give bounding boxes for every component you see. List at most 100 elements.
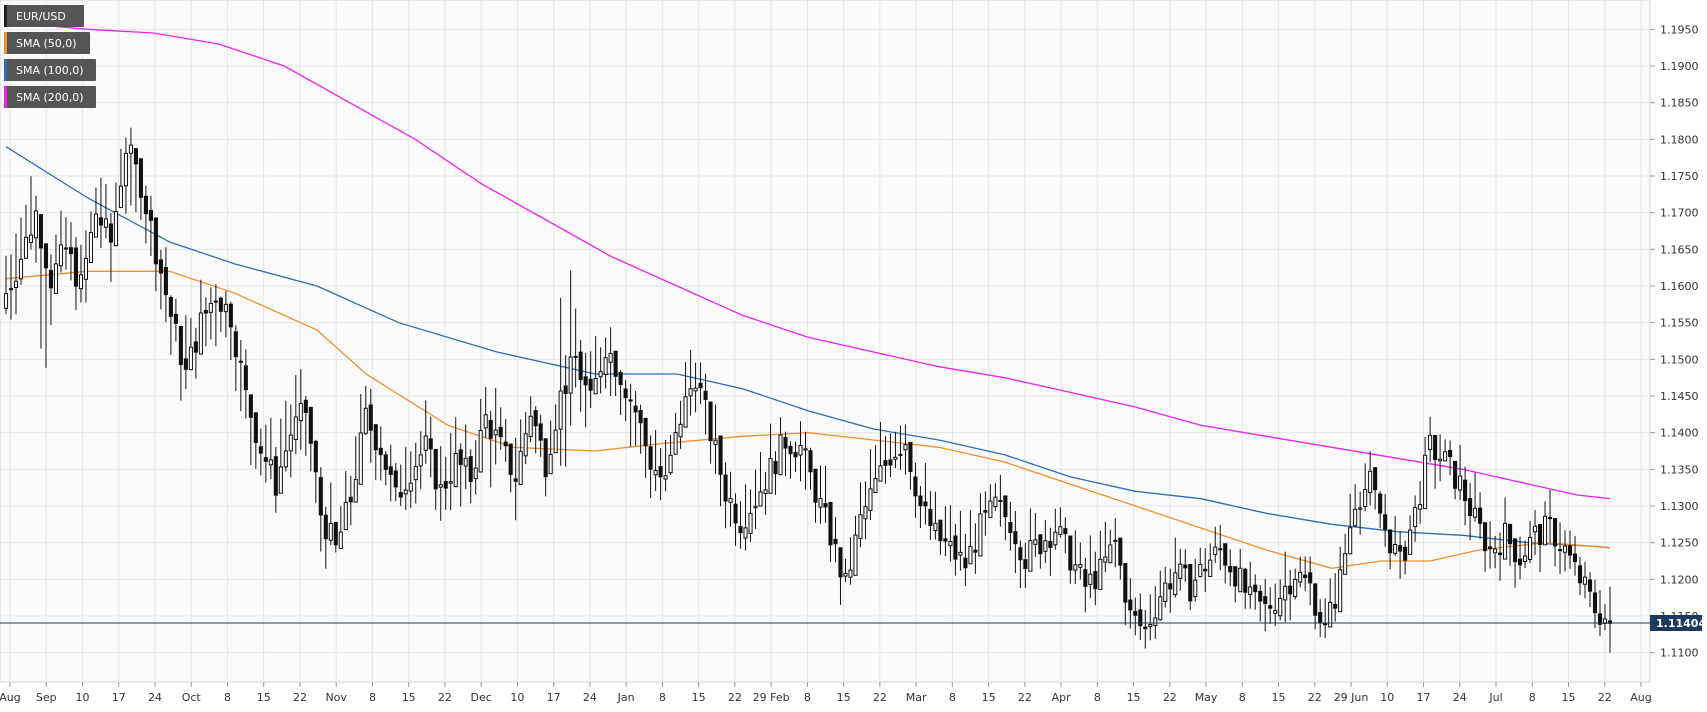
candle (1293, 568, 1298, 600)
candle (1268, 587, 1273, 624)
candle (1453, 460, 1458, 500)
candle (1438, 434, 1443, 482)
candle (903, 424, 908, 475)
candle (858, 482, 863, 548)
candle (483, 387, 488, 438)
candle (723, 462, 728, 529)
candle (148, 195, 153, 257)
candle (1562, 530, 1568, 572)
candle (943, 506, 948, 557)
candle (703, 373, 708, 435)
grid-lines (0, 0, 1650, 682)
x-tick-label: 8 (224, 691, 231, 704)
candle (618, 370, 623, 416)
legend-label: SMA (50,0) (16, 37, 77, 50)
candle (1378, 491, 1383, 529)
candle (1413, 495, 1418, 542)
candle (1043, 520, 1048, 563)
legend-item-eurusd[interactable]: EUR/USD (4, 5, 84, 27)
candle (363, 386, 368, 435)
candle (828, 501, 833, 562)
candle (428, 416, 433, 478)
candle (513, 437, 518, 521)
legend-label: EUR/USD (16, 10, 66, 23)
candle (128, 127, 133, 206)
candle (1143, 610, 1148, 649)
legend-item-sma200[interactable]: SMA (200,0) (4, 86, 96, 108)
candle (713, 404, 718, 475)
candle (1283, 551, 1288, 623)
candle (1063, 517, 1068, 554)
candle (938, 519, 943, 555)
candle (503, 419, 508, 462)
candle (738, 501, 743, 549)
candle (1083, 557, 1088, 613)
candle (23, 204, 29, 259)
candle (408, 451, 413, 509)
legend-item-sma50[interactable]: SMA (50,0) (4, 32, 90, 54)
candle (203, 297, 208, 347)
candle (1258, 585, 1263, 622)
candle (748, 489, 753, 542)
candle (848, 537, 853, 585)
candle (223, 291, 228, 338)
candle (913, 462, 918, 518)
candle (883, 436, 888, 484)
y-tick-label: 1.1850 (1660, 97, 1699, 110)
candle (108, 212, 113, 282)
legend-item-sma100[interactable]: SMA (100,0) (4, 59, 96, 81)
candle (733, 493, 738, 546)
candle (63, 217, 69, 270)
candle (1073, 530, 1078, 585)
candle (543, 438, 548, 497)
x-tick-label: 24 (583, 691, 597, 704)
candle (743, 484, 748, 551)
x-tick-label: Oct (182, 691, 202, 704)
x-tick-label: Sep (36, 691, 57, 704)
x-tick-label: Mar (906, 691, 927, 704)
x-tick-label: 29 Feb (753, 691, 790, 704)
candle (38, 214, 44, 349)
candle (658, 448, 663, 501)
candle (988, 484, 993, 518)
candle (43, 243, 49, 368)
candle (708, 401, 713, 464)
candle (463, 424, 468, 490)
candle (993, 483, 998, 512)
candle (1373, 467, 1378, 510)
candle (28, 176, 34, 250)
candle (1038, 534, 1043, 569)
candle (123, 137, 128, 214)
candle (13, 233, 19, 315)
candle (1523, 540, 1528, 568)
candle (348, 475, 353, 526)
candle (1353, 484, 1358, 528)
candle (468, 449, 473, 504)
candle (813, 468, 818, 523)
candle (1547, 489, 1553, 543)
candle (423, 400, 428, 464)
candle (693, 362, 698, 413)
candle (673, 413, 678, 455)
candle (1398, 531, 1403, 579)
candle (1542, 501, 1548, 546)
candle (688, 349, 693, 416)
candle (983, 491, 988, 536)
candle (953, 524, 958, 576)
candle (678, 400, 683, 449)
sma200-line (5, 21, 1611, 500)
candle (1298, 556, 1303, 588)
candle (758, 452, 763, 507)
candle (563, 355, 568, 467)
candle (103, 183, 108, 239)
x-tick-label: 15 (982, 691, 996, 704)
candle (403, 447, 408, 511)
candle (628, 383, 633, 447)
x-axis: Aug Sep 10 17 24 Oct 8 15 22 Nov 8 15 22 Dec 10 17 24 Jan… (0, 682, 1652, 704)
candle (558, 297, 563, 466)
candle (598, 347, 603, 394)
candle (1303, 556, 1308, 591)
candle (183, 315, 188, 390)
candle (1552, 518, 1558, 567)
candle (593, 336, 598, 395)
